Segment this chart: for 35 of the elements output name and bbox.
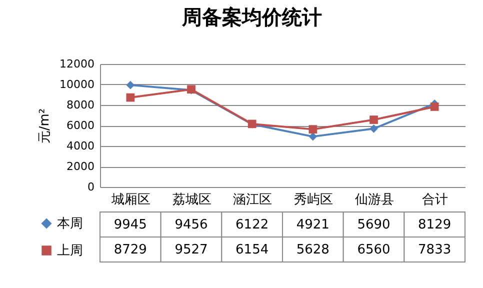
x-tick-label: 合计	[422, 192, 448, 208]
data-label: 6154	[236, 242, 269, 258]
data-label: 7833	[418, 242, 452, 258]
point	[308, 125, 318, 134]
y-axis-title: 元/m²	[38, 108, 53, 144]
point	[370, 124, 378, 133]
x-tick-label: 秀屿区	[294, 192, 333, 208]
data-label: 4921	[296, 218, 330, 232]
data-label: 9456	[174, 218, 208, 232]
y-tick-label: 6000	[66, 119, 94, 132]
x-tick-label: 荔城区	[172, 192, 212, 208]
data-label: 6560	[357, 242, 390, 258]
data-label: 8129	[418, 218, 452, 232]
y-tick-label: 10000	[60, 78, 94, 91]
point	[370, 116, 378, 124]
data-label: 9527	[174, 242, 208, 258]
data-label: 5690	[357, 218, 390, 232]
chart-title: 周备案均价统计	[180, 5, 322, 29]
y-tick-label: 12000	[60, 58, 94, 70]
x-tick-label: 仙游县	[354, 192, 394, 208]
data-label: 8729	[114, 242, 147, 258]
legend-label: 本周	[57, 216, 83, 232]
y-tick-label: 2000	[66, 160, 94, 173]
x-tick-label: 城厢区	[110, 192, 150, 208]
data-label: 9945	[114, 218, 147, 232]
y-tick-label: 0	[88, 180, 94, 194]
y-tick-label: 4000	[66, 140, 94, 152]
point	[126, 93, 135, 102]
point	[430, 102, 439, 111]
legend-label: 上周	[57, 244, 83, 258]
y-tick-label: 8000	[66, 98, 94, 112]
x-tick-label: 涵江区	[233, 192, 272, 208]
data-label: 5628	[296, 242, 330, 258]
data-label: 6122	[236, 218, 269, 232]
point	[126, 80, 135, 90]
